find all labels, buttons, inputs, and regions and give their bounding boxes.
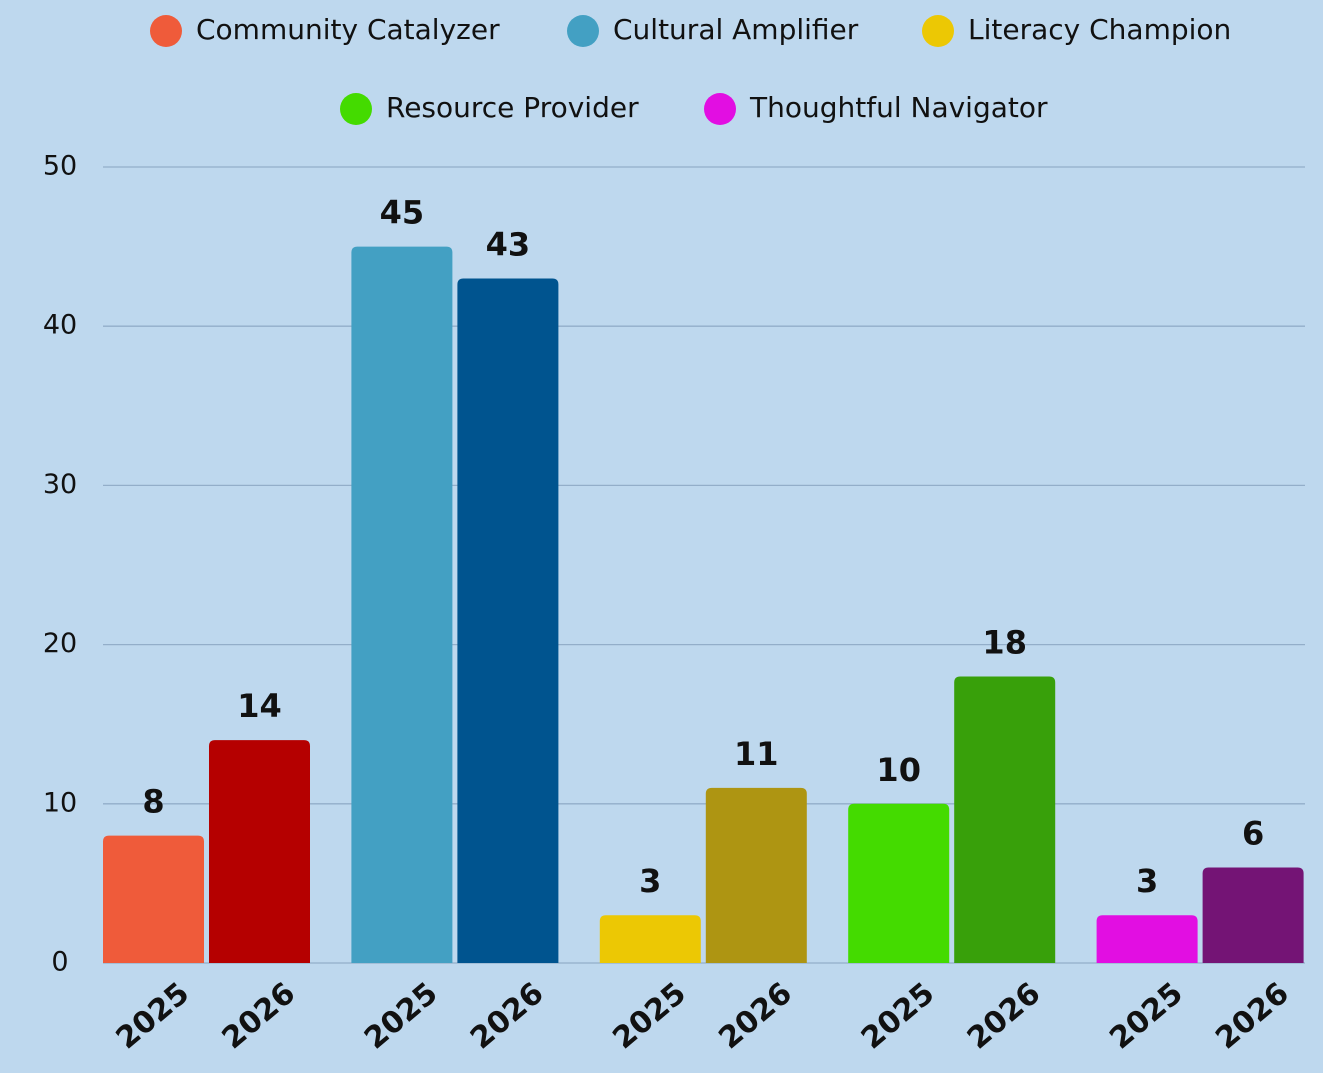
legend-swatch xyxy=(704,93,736,125)
x-tick-label: 2026 xyxy=(961,976,1047,1056)
bar xyxy=(1202,867,1304,963)
x-tick-label: 2025 xyxy=(358,976,444,1056)
x-tick-label: 2026 xyxy=(1209,976,1295,1056)
bar xyxy=(705,787,807,963)
value-label: 14 xyxy=(237,687,282,725)
y-tick-label: 50 xyxy=(43,151,77,182)
y-tick-label: 30 xyxy=(43,469,77,500)
value-label: 45 xyxy=(380,194,425,232)
value-label: 6 xyxy=(1242,814,1264,852)
y-tick-label: 10 xyxy=(43,787,77,818)
y-tick-label: 20 xyxy=(43,628,77,659)
legend-swatch xyxy=(340,93,372,125)
legend-label: Literacy Champion xyxy=(968,13,1231,46)
bar xyxy=(457,278,559,963)
y-tick-label: 0 xyxy=(51,947,68,978)
x-tick-label: 2025 xyxy=(855,976,941,1056)
bar xyxy=(1096,915,1198,963)
bar xyxy=(103,835,204,963)
x-tick-label: 2025 xyxy=(1103,976,1189,1056)
x-tick-label: 2026 xyxy=(712,976,798,1056)
value-label: 3 xyxy=(639,862,661,900)
bar xyxy=(209,740,310,963)
legend-swatch xyxy=(567,15,599,47)
x-tick-label: 2026 xyxy=(464,976,550,1056)
bar xyxy=(351,246,453,964)
value-label: 8 xyxy=(142,783,164,821)
legend-label: Community Catalyzer xyxy=(196,13,500,46)
legend-label: Cultural Amplifier xyxy=(613,13,859,46)
value-label: 43 xyxy=(486,225,531,263)
value-label: 18 xyxy=(982,623,1027,661)
legend-label: Resource Provider xyxy=(386,91,639,124)
legend-label: Thoughtful Navigator xyxy=(749,91,1048,124)
legend-swatch xyxy=(150,15,182,47)
x-tick-label: 2025 xyxy=(110,976,196,1056)
y-tick-label: 40 xyxy=(43,310,77,341)
bar xyxy=(848,803,950,963)
value-label: 3 xyxy=(1136,862,1158,900)
bar xyxy=(599,915,701,963)
legend-swatch xyxy=(922,15,954,47)
value-label: 10 xyxy=(876,751,921,789)
bar xyxy=(954,676,1056,963)
x-tick-label: 2025 xyxy=(606,976,692,1056)
x-tick-label: 2026 xyxy=(216,976,302,1056)
value-label: 11 xyxy=(734,735,779,773)
